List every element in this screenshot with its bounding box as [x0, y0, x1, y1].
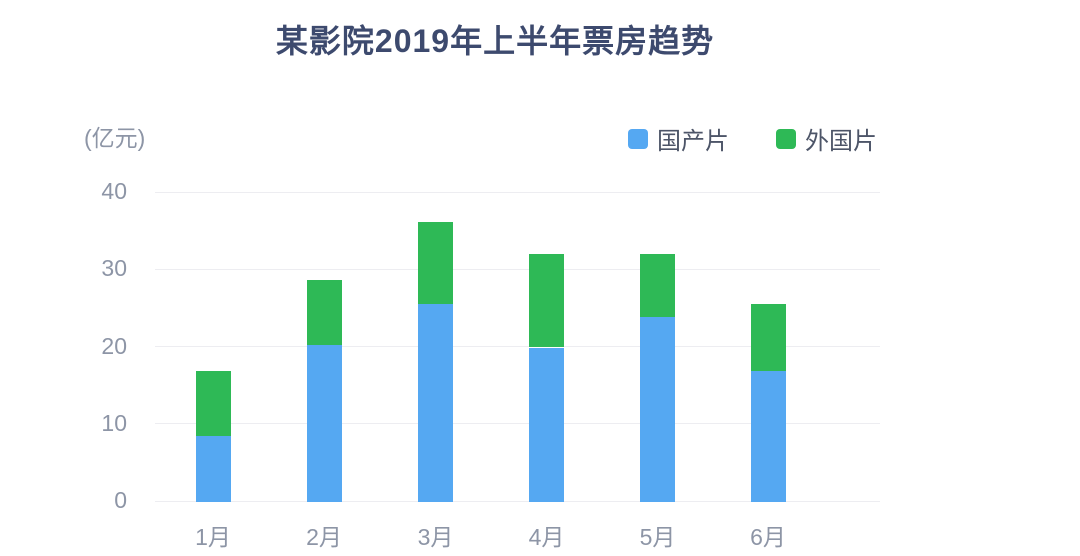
- bar-segment-foreign-month-6[interactable]: [750, 304, 786, 371]
- bar-segment-domestic-month-4[interactable]: [529, 347, 564, 502]
- gridline-40: [155, 191, 880, 193]
- bar-segment-foreign-month-1[interactable]: [195, 370, 231, 437]
- legend-item-domestic[interactable]: 国产片: [628, 121, 729, 156]
- gridline-20: [155, 346, 880, 347]
- x-axis-label-month-6: 6月: [750, 524, 786, 550]
- legend-item-foreign[interactable]: 外国片: [776, 121, 877, 156]
- bar-segment-foreign-month-2[interactable]: [306, 279, 342, 346]
- gridline-30: [155, 268, 880, 270]
- legend-swatch-domestic-icon: [628, 128, 648, 149]
- bar-segment-domestic-month-3[interactable]: [418, 304, 453, 502]
- y-axis-tick-label: 20: [101, 332, 127, 359]
- x-axis-label-month-2: 2月: [306, 524, 342, 550]
- bar-segment-foreign-month-5[interactable]: [640, 254, 675, 317]
- y-axis-tick-label: 10: [101, 409, 127, 436]
- gridline-0: [155, 500, 880, 502]
- y-axis-tick-label: 40: [101, 178, 127, 204]
- legend-label-domestic: 国产片: [657, 128, 729, 155]
- x-axis-label-month-4: 4月: [528, 524, 565, 550]
- bar-segment-domestic-month-1[interactable]: [195, 436, 231, 502]
- bar-segment-foreign-month-3[interactable]: [418, 222, 453, 305]
- legend: 国产片 外国片: [628, 121, 877, 156]
- y-axis-tick-label: 0: [114, 487, 127, 513]
- x-axis-label-month-5: 5月: [639, 524, 676, 550]
- legend-label-foreign: 外国片: [805, 128, 877, 155]
- gridline-10: [155, 423, 880, 425]
- bar-segment-domestic-month-6[interactable]: [750, 370, 786, 502]
- x-axis-label-month-1: 1月: [195, 524, 231, 550]
- y-axis-unit-label: (亿元): [84, 125, 146, 151]
- x-axis-label-month-3: 3月: [417, 524, 454, 550]
- legend-swatch-foreign-icon: [776, 128, 796, 149]
- bar-segment-domestic-month-2[interactable]: [306, 345, 342, 502]
- bar-segment-domestic-month-5[interactable]: [640, 316, 675, 502]
- y-axis-tick-label: 30: [101, 255, 127, 282]
- chart-title: 某影院2019年上半年票房趋势: [275, 23, 715, 59]
- bar-segment-foreign-month-4[interactable]: [529, 254, 564, 348]
